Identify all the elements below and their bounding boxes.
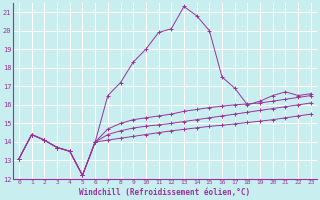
X-axis label: Windchill (Refroidissement éolien,°C): Windchill (Refroidissement éolien,°C): [79, 188, 251, 197]
